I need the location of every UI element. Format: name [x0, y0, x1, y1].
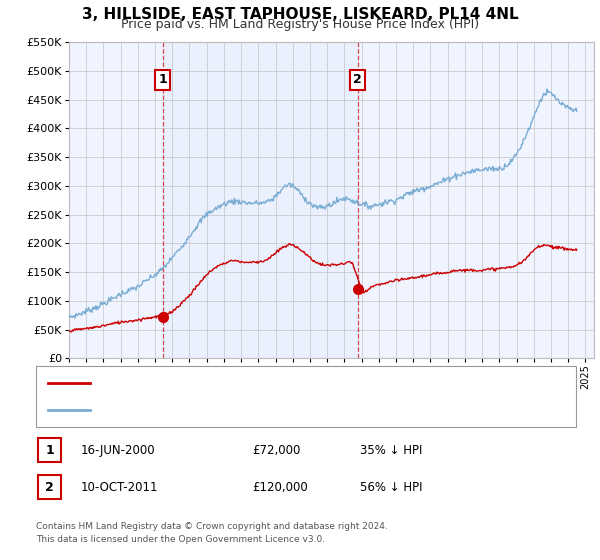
Text: Contains HM Land Registry data © Crown copyright and database right 2024.: Contains HM Land Registry data © Crown c… [36, 522, 388, 531]
Text: £72,000: £72,000 [252, 444, 301, 457]
Text: HPI: Average price, detached house, Cornwall: HPI: Average price, detached house, Corn… [99, 405, 337, 415]
Text: 1: 1 [46, 444, 54, 457]
Text: 2: 2 [46, 480, 54, 494]
Text: This data is licensed under the Open Government Licence v3.0.: This data is licensed under the Open Gov… [36, 535, 325, 544]
Text: 3, HILLSIDE, EAST TAPHOUSE, LISKEARD, PL14 4NL: 3, HILLSIDE, EAST TAPHOUSE, LISKEARD, PL… [82, 7, 518, 22]
Text: 16-JUN-2000: 16-JUN-2000 [81, 444, 155, 457]
Text: 3, HILLSIDE, EAST TAPHOUSE, LISKEARD, PL14 4NL (detached house): 3, HILLSIDE, EAST TAPHOUSE, LISKEARD, PL… [99, 378, 458, 388]
Text: 1: 1 [158, 73, 167, 86]
Text: 2: 2 [353, 73, 362, 86]
Text: 56% ↓ HPI: 56% ↓ HPI [360, 480, 422, 494]
Text: 35% ↓ HPI: 35% ↓ HPI [360, 444, 422, 457]
Bar [163, 42, 358, 358]
Text: 10-OCT-2011: 10-OCT-2011 [81, 480, 158, 494]
Text: Price paid vs. HM Land Registry's House Price Index (HPI): Price paid vs. HM Land Registry's House … [121, 18, 479, 31]
Text: £120,000: £120,000 [252, 480, 308, 494]
